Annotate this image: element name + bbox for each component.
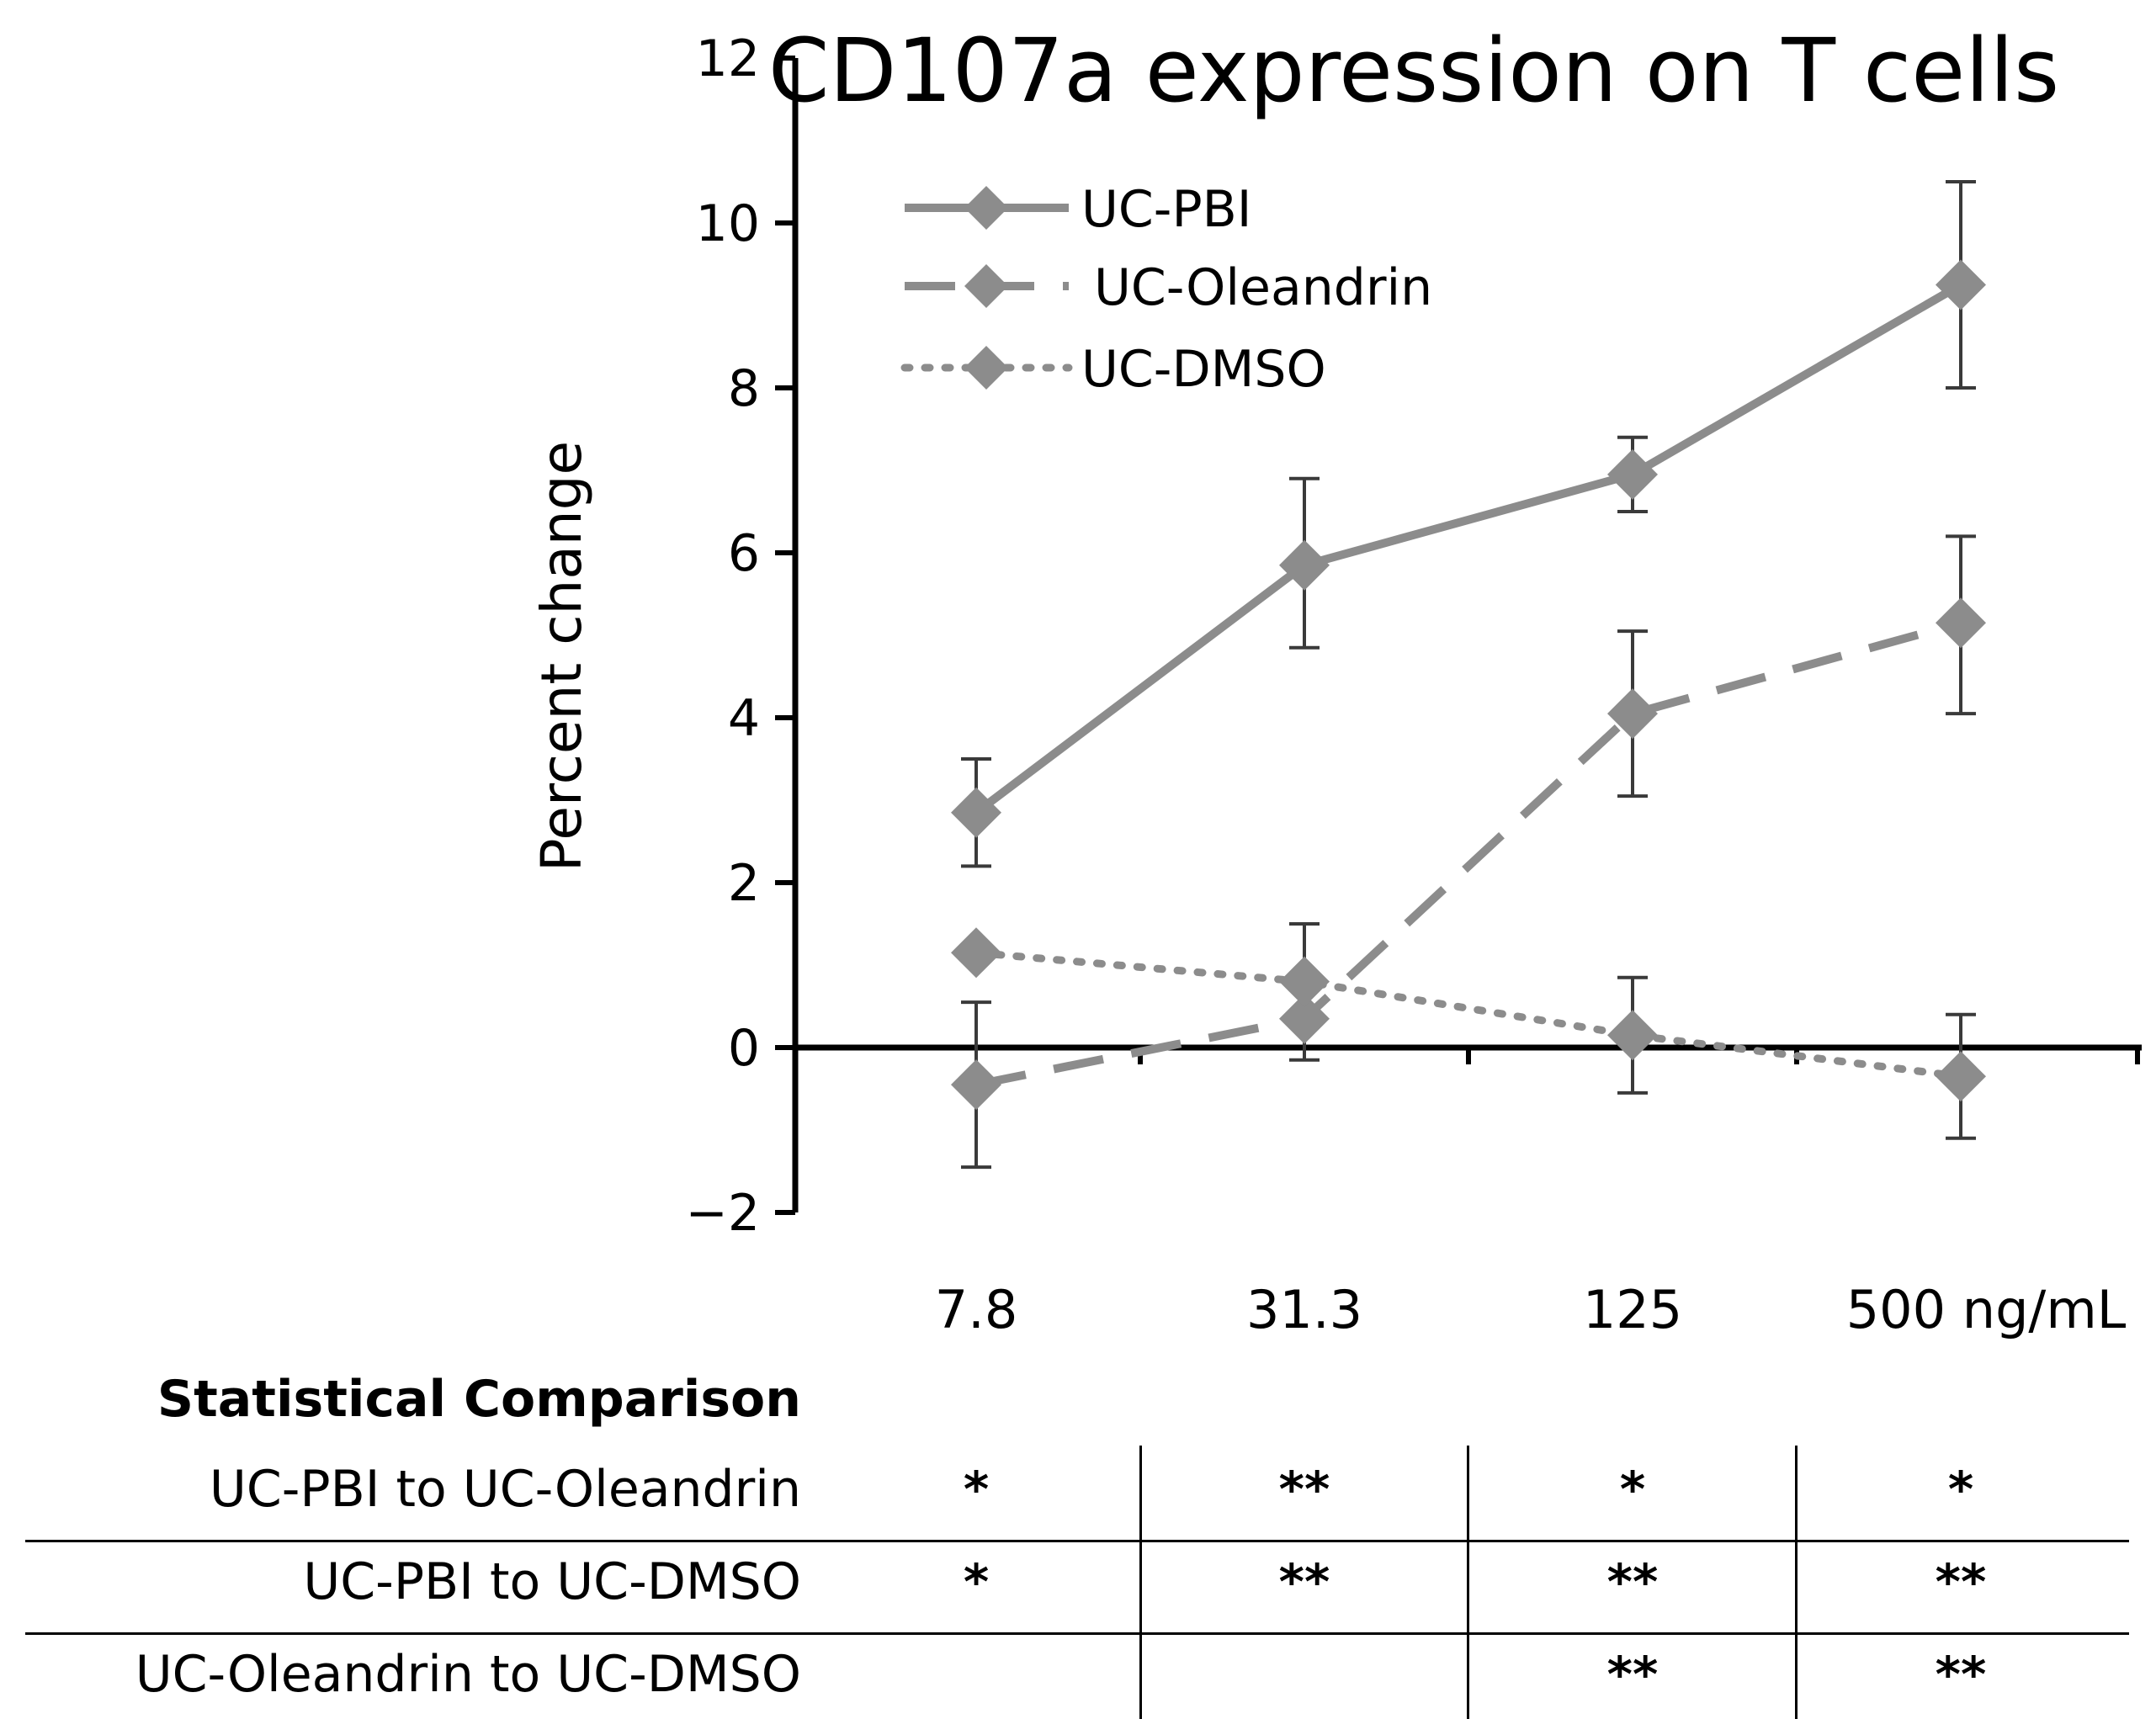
data-point-marker bbox=[1279, 993, 1330, 1044]
data-point-marker bbox=[951, 787, 1001, 838]
data-point-marker bbox=[1607, 688, 1658, 740]
y-tick-label: 6 bbox=[728, 524, 760, 583]
y-tick-label: 12 bbox=[696, 29, 760, 88]
data-point-marker bbox=[951, 1059, 1001, 1111]
stat-row-label: UC-PBI to UC-Oleandrin bbox=[209, 1460, 801, 1519]
x-tick-label: 7.8 bbox=[935, 1279, 1018, 1340]
y-tick-label: 0 bbox=[728, 1019, 760, 1078]
axes: −2 0 2 4 6 8 10 12 7.8 31.3 125 500 ng/mL bbox=[686, 29, 2142, 1340]
stat-cell: * bbox=[1947, 1461, 1974, 1518]
y-tick-label: 10 bbox=[696, 194, 760, 253]
y-tick-label: 2 bbox=[728, 854, 760, 913]
table-column-divider bbox=[1139, 1446, 1142, 1719]
table-column-divider bbox=[1795, 1446, 1798, 1719]
legend: UC-PBI UC-Oleandrin UC-DMSO bbox=[900, 180, 1432, 399]
data-point-marker bbox=[1279, 539, 1330, 591]
stat-cell: * bbox=[963, 1553, 990, 1610]
stat-row-label: UC-PBI to UC-DMSO bbox=[303, 1552, 801, 1611]
stat-cell: * bbox=[963, 1461, 990, 1518]
table-divider bbox=[25, 1540, 2129, 1542]
y-tick-label: 4 bbox=[728, 689, 760, 748]
data-point-marker bbox=[1936, 1051, 1986, 1102]
x-tick-label: 125 bbox=[1583, 1279, 1682, 1340]
legend-marker bbox=[964, 346, 1008, 390]
stat-cell: ** bbox=[1606, 1646, 1659, 1703]
x-tick-label: 500 ng/mL bbox=[1846, 1279, 2127, 1340]
error-bars bbox=[961, 180, 1976, 1170]
data-markers bbox=[951, 259, 1986, 1111]
y-tick-label: −2 bbox=[686, 1184, 760, 1243]
y-axis-label: Percent change bbox=[529, 441, 594, 872]
stat-header: Statistical Comparison bbox=[157, 1370, 801, 1429]
chart-title: CD107a expression on T cells bbox=[768, 19, 2059, 122]
stat-cell: ** bbox=[1935, 1553, 1987, 1610]
series-line-uc-dmso bbox=[972, 948, 1965, 1080]
table-divider bbox=[25, 1632, 2129, 1635]
series-lines bbox=[972, 281, 1965, 1090]
y-tick-label: 8 bbox=[728, 359, 760, 418]
x-tick-label: 31.3 bbox=[1246, 1279, 1362, 1340]
data-point-marker bbox=[1607, 1010, 1658, 1061]
stat-cell: ** bbox=[1935, 1646, 1987, 1703]
data-point-marker bbox=[1936, 597, 1986, 649]
data-point-marker bbox=[1279, 956, 1330, 1007]
series-line-uc-oleandrin bbox=[975, 618, 1962, 1090]
stat-cell: ** bbox=[1278, 1461, 1330, 1518]
legend-marker bbox=[964, 264, 1008, 308]
legend-label: UC-Oleandrin bbox=[1094, 258, 1432, 317]
stat-cell: ** bbox=[1278, 1553, 1330, 1610]
legend-marker bbox=[964, 186, 1008, 230]
data-point-marker bbox=[1936, 259, 1986, 310]
stat-cell: ** bbox=[1606, 1553, 1659, 1610]
data-point-marker bbox=[951, 927, 1001, 979]
legend-label: UC-PBI bbox=[1081, 180, 1252, 239]
series-line-uc-pbi bbox=[973, 281, 1963, 816]
stat-cell: * bbox=[1619, 1461, 1646, 1518]
data-point-marker bbox=[1607, 448, 1658, 500]
stat-row-label: UC-Oleandrin to UC-DMSO bbox=[135, 1645, 801, 1704]
table-column-divider bbox=[1467, 1446, 1469, 1719]
legend-label: UC-DMSO bbox=[1081, 340, 1326, 399]
